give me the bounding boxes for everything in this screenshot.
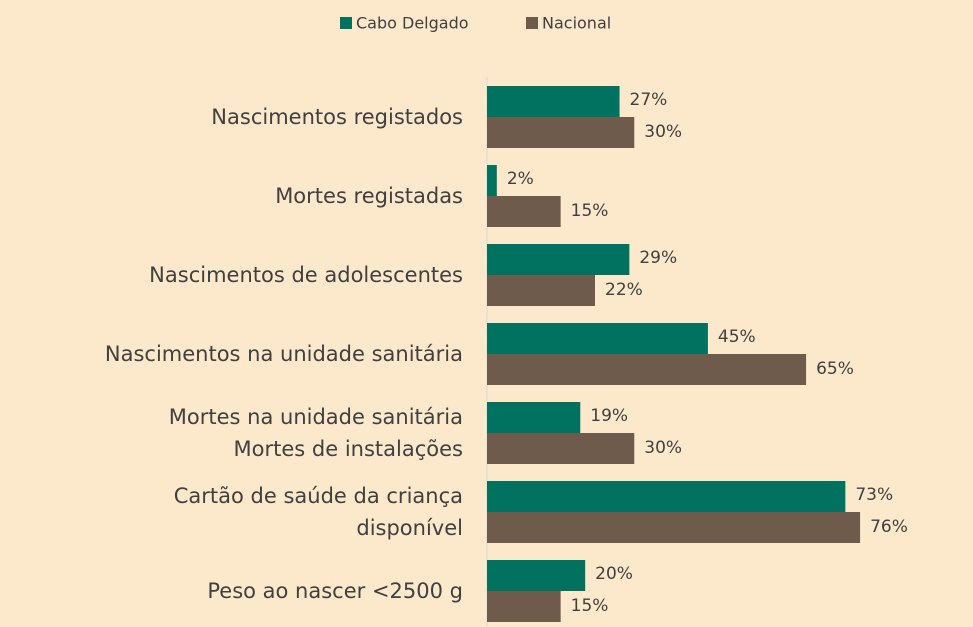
legend-label: Nacional bbox=[542, 14, 611, 33]
y-tick-label: Mortes na unidade sanitária Mortes de in… bbox=[168, 405, 463, 461]
data-label: 30% bbox=[644, 438, 682, 458]
bar bbox=[487, 560, 586, 591]
bar bbox=[487, 591, 561, 622]
legend-swatch bbox=[340, 17, 352, 29]
data-label: 19% bbox=[590, 406, 628, 426]
bar bbox=[487, 323, 708, 354]
bar bbox=[487, 402, 581, 433]
bar bbox=[487, 165, 497, 196]
legend-label: Cabo Delgado bbox=[356, 14, 469, 33]
data-label: 45% bbox=[718, 327, 756, 347]
data-label: 22% bbox=[605, 280, 643, 300]
bar bbox=[487, 196, 561, 227]
y-tick-label: Nascimentos registados bbox=[211, 105, 463, 129]
y-tick-label: Peso ao nascer <2500 g bbox=[207, 579, 463, 603]
bar bbox=[487, 433, 635, 464]
y-tick-label: Mortes registadas bbox=[275, 184, 463, 208]
y-tick-label: Nascimentos na unidade sanitária bbox=[104, 342, 463, 366]
bar bbox=[487, 354, 807, 385]
data-label: 2% bbox=[507, 169, 534, 189]
bar bbox=[487, 86, 620, 117]
data-label: 73% bbox=[855, 485, 893, 505]
data-label: 76% bbox=[870, 517, 908, 537]
bar bbox=[487, 275, 595, 306]
data-label: 15% bbox=[571, 596, 609, 616]
bar bbox=[487, 244, 630, 275]
data-label: 27% bbox=[630, 90, 668, 110]
data-label: 65% bbox=[816, 359, 854, 379]
bar bbox=[487, 481, 846, 512]
data-label: 29% bbox=[639, 248, 677, 268]
y-tick-label: Cartão de saúde da criança disponível bbox=[173, 484, 463, 540]
bar bbox=[487, 117, 635, 148]
data-label: 20% bbox=[595, 564, 633, 584]
y-tick-label: Nascimentos de adolescentes bbox=[149, 263, 463, 287]
legend-swatch bbox=[526, 17, 538, 29]
data-label: 30% bbox=[644, 122, 682, 142]
data-label: 15% bbox=[571, 201, 609, 221]
bar bbox=[487, 512, 861, 543]
